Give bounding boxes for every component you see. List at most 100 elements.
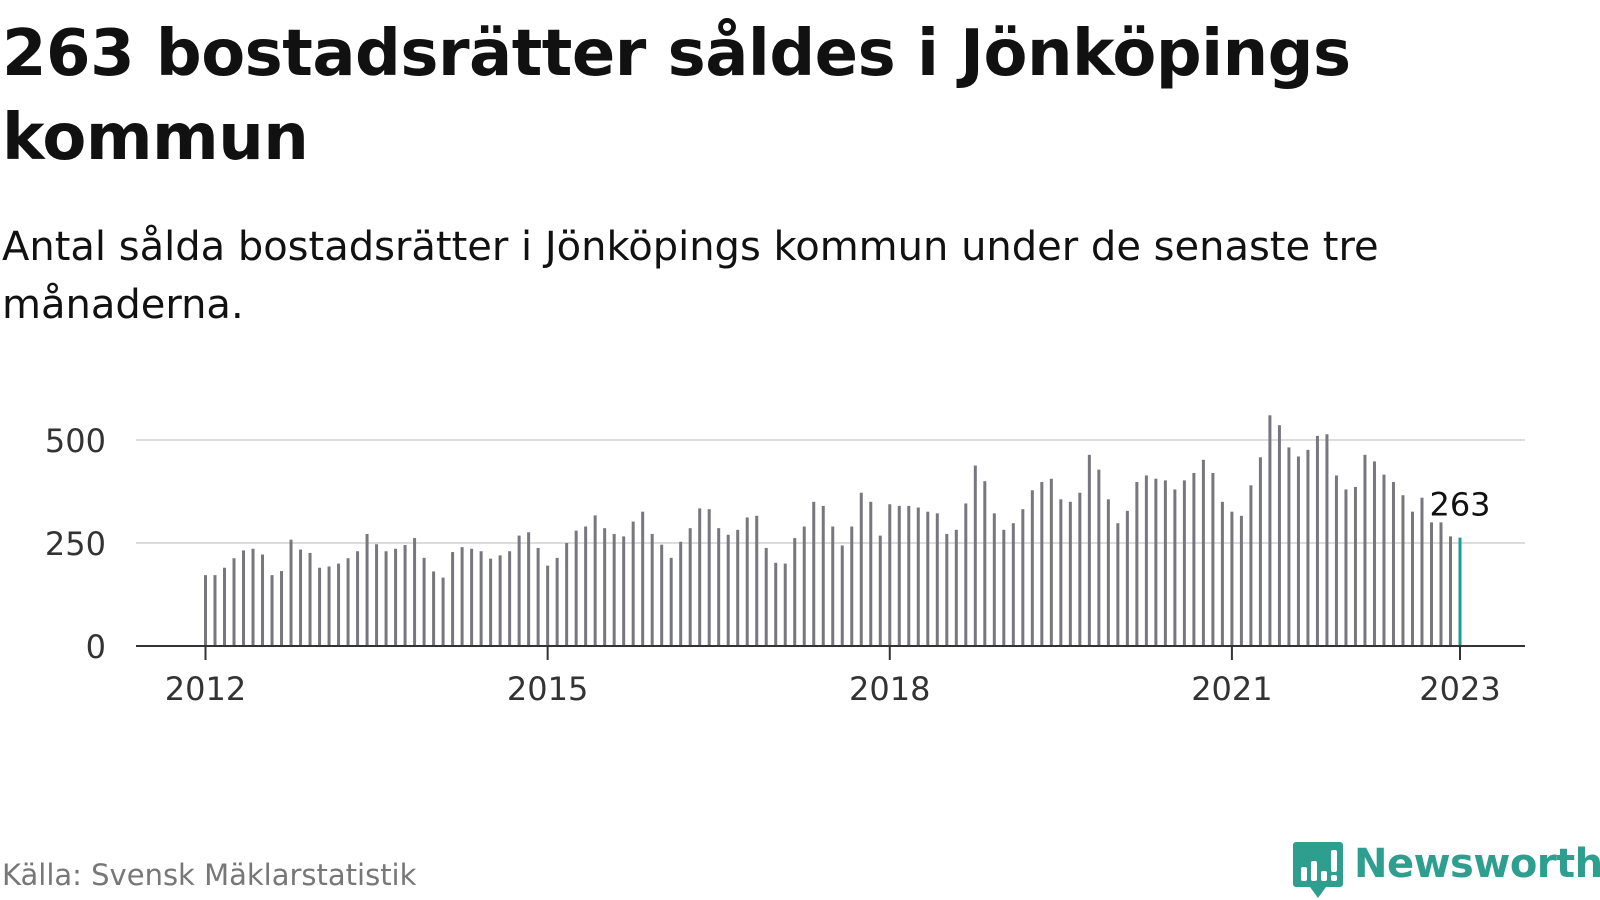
bar — [1040, 482, 1044, 646]
y-tick-label: 0 — [86, 628, 106, 666]
bar — [565, 543, 569, 646]
bar — [1144, 475, 1148, 646]
bar — [859, 492, 863, 646]
bar — [669, 557, 673, 646]
x-tick-label: 2021 — [1191, 670, 1272, 708]
bar — [441, 577, 445, 646]
bar — [1287, 447, 1291, 646]
data-label-latest: 263 — [1429, 486, 1490, 524]
bar — [935, 513, 939, 646]
bar — [1011, 523, 1015, 646]
bar — [593, 515, 597, 646]
bar — [755, 515, 759, 646]
bar — [1268, 415, 1272, 646]
bar — [365, 533, 369, 646]
y-tick-label: 500 — [45, 422, 106, 460]
bar — [1230, 511, 1234, 646]
bar — [1087, 454, 1091, 646]
bar — [897, 505, 901, 646]
bar — [1106, 499, 1110, 646]
bar — [242, 550, 246, 646]
x-tick-label: 2012 — [165, 670, 246, 708]
bar — [479, 551, 483, 646]
bar — [422, 557, 426, 646]
bar — [1429, 522, 1433, 646]
bar — [1201, 459, 1205, 646]
x-tick-label: 2018 — [849, 670, 930, 708]
bar — [204, 575, 207, 646]
bar — [1258, 457, 1262, 646]
bar — [508, 551, 512, 646]
bar — [584, 526, 588, 646]
x-tick-label: 2015 — [507, 670, 588, 708]
bar — [1420, 497, 1424, 646]
labels: 0 250 500 2012 2015 2018 2021 2023 263 — [45, 422, 1501, 708]
bar — [546, 565, 550, 646]
bar — [1353, 486, 1357, 646]
bar — [1173, 489, 1177, 646]
bar — [907, 505, 911, 646]
bar — [1315, 435, 1319, 646]
bar — [764, 547, 768, 646]
bar — [612, 533, 616, 646]
bar — [1135, 482, 1139, 646]
bar — [793, 538, 797, 646]
bar — [432, 571, 436, 646]
bar — [802, 526, 806, 646]
bar — [1239, 515, 1243, 646]
bar — [1068, 501, 1072, 646]
bar — [660, 544, 664, 646]
bar — [1030, 490, 1034, 646]
axes — [136, 645, 1525, 660]
bar — [574, 530, 578, 646]
x-tick-label: 2023 — [1419, 670, 1500, 708]
bar — [926, 511, 930, 646]
bar — [1296, 456, 1300, 646]
bar — [869, 501, 873, 646]
bar — [1059, 499, 1063, 646]
bar — [983, 481, 987, 646]
bar — [973, 465, 977, 646]
bar — [1449, 536, 1452, 646]
bar — [745, 517, 749, 646]
bar — [1078, 492, 1082, 646]
bar — [603, 528, 607, 646]
bar — [945, 533, 949, 646]
bar — [1382, 474, 1386, 646]
bar — [346, 558, 350, 646]
bar — [1002, 529, 1006, 646]
bar — [774, 562, 778, 646]
bar — [964, 503, 968, 646]
bar — [736, 529, 740, 646]
bar — [1306, 449, 1310, 646]
bar-highlight — [1458, 537, 1462, 646]
bar — [707, 509, 711, 646]
bar — [679, 541, 683, 646]
bar — [394, 548, 398, 646]
page-title: 263 bostadsrätter såldes i Jönköpings ko… — [2, 17, 1351, 175]
bar — [213, 575, 217, 646]
newsworthy-logo-icon — [1293, 842, 1343, 898]
bar — [1363, 454, 1367, 646]
bar — [916, 507, 920, 646]
bar — [413, 538, 417, 646]
bar — [375, 544, 379, 646]
bar — [1391, 482, 1395, 646]
bar — [251, 548, 255, 646]
bar — [384, 551, 388, 646]
bar — [821, 505, 825, 646]
bar — [527, 532, 531, 646]
bar — [270, 575, 274, 646]
bar — [1192, 472, 1196, 646]
bar — [688, 528, 692, 646]
bar — [1249, 485, 1253, 646]
bar — [289, 539, 293, 646]
bar — [650, 533, 654, 646]
bar — [1097, 469, 1101, 646]
bar — [726, 534, 730, 646]
bar — [232, 558, 236, 646]
page-subtitle: Antal sålda bostadsrätter i Jönköpings k… — [2, 224, 1379, 328]
bar — [327, 566, 331, 646]
bar — [280, 571, 284, 646]
